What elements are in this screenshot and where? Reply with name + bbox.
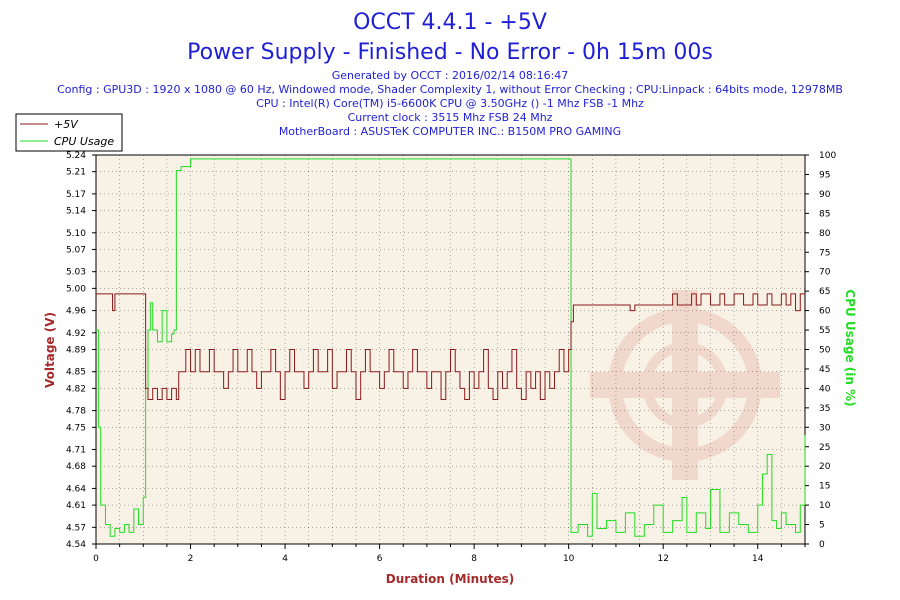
y-right-tick-label: 40 — [819, 384, 831, 394]
x-tick-label: 4 — [282, 554, 288, 564]
y-left-tick-label: 4.61 — [66, 501, 86, 511]
y-left-tick-label: 5.24 — [66, 151, 86, 161]
y-right-tick-label: 90 — [819, 190, 831, 200]
y-right-tick-label: 60 — [819, 307, 831, 317]
x-tick-label: 10 — [563, 554, 575, 564]
y-left-tick-label: 4.96 — [66, 307, 86, 317]
legend-label-voltage: +5V — [54, 118, 79, 131]
y-left-tick-label: 4.82 — [66, 384, 86, 394]
legend: +5V CPU Usage — [15, 113, 123, 152]
y-left-tick-label: 5.03 — [66, 268, 86, 278]
y-right-tick-label: 100 — [819, 151, 836, 161]
x-axis-ticks: 0 2 4 6 8 10 12 14 — [93, 544, 806, 564]
info-line-config: Config : GPU3D : 1920 x 1080 @ 60 Hz, Wi… — [57, 83, 843, 96]
grid-lines — [96, 155, 805, 544]
y-left-tick-label: 5.00 — [66, 284, 86, 294]
info-line-clock: Current clock : 3515 Mhz FSB 24 Mhz — [348, 111, 553, 124]
y-left-tick-label: 4.89 — [66, 346, 86, 356]
legend-box — [15, 113, 123, 152]
y-right-tick-label: 5 — [819, 521, 825, 531]
y-left-tick-label: 5.10 — [66, 229, 86, 239]
series-line-voltage — [96, 293, 805, 401]
x-tick-label: 6 — [377, 554, 383, 564]
y-left-tick-label: 5.17 — [66, 190, 86, 200]
y-left-tick-label: 4.57 — [66, 523, 86, 533]
y-left-tick-label: 4.92 — [66, 329, 86, 339]
y-right-tick-label: 85 — [819, 209, 830, 219]
x-tick-label: 12 — [657, 554, 668, 564]
y-left-axis-label: Voltage (V) — [43, 312, 57, 388]
y-left-tick-label: 4.78 — [66, 407, 86, 417]
legend-label-cpu-usage: CPU Usage — [54, 135, 114, 148]
x-tick-label: 0 — [93, 554, 99, 564]
y-right-tick-label: 65 — [819, 287, 830, 297]
chart-subtitle: Power Supply - Finished - No Error - 0h … — [187, 40, 713, 65]
x-tick-label: 8 — [471, 554, 477, 564]
y-left-tick-label: 5.21 — [66, 168, 86, 178]
y-right-tick-label: 50 — [819, 346, 831, 356]
x-axis-label: Duration (Minutes) — [386, 572, 514, 586]
series-line-cpu-usage — [96, 158, 806, 537]
chart-title: OCCT 4.4.1 - +5V — [353, 10, 547, 35]
y-left-tick-label: 4.54 — [66, 540, 86, 550]
y-left-tick-label: 4.64 — [66, 484, 86, 494]
info-line-motherboard: MotherBoard : ASUSTeK COMPUTER INC.: B15… — [279, 125, 621, 138]
y-right-axis-label: CPU Usage (in %) — [843, 289, 857, 406]
y-right-tick-label: 0 — [819, 540, 825, 550]
x-tick-label: 14 — [752, 554, 764, 564]
y-right-tick-label: 15 — [819, 482, 830, 492]
y-right-tick-label: 55 — [819, 326, 830, 336]
x-tick-label: 2 — [188, 554, 194, 564]
y-left-tick-label: 5.07 — [66, 245, 86, 255]
y-left-tick-label: 4.75 — [66, 423, 86, 433]
y-right-tick-label: 75 — [819, 248, 830, 258]
y-left-tick-label: 5.14 — [66, 207, 86, 217]
y-right-axis-ticks: 0 5 10 15 20 25 30 35 40 45 50 55 60 65 70 75 80 85 90 95 10… — [805, 151, 836, 550]
y-right-tick-label: 45 — [819, 365, 830, 375]
y-right-tick-label: 30 — [819, 423, 831, 433]
y-right-tick-label: 35 — [819, 404, 830, 414]
y-right-tick-label: 25 — [819, 443, 830, 453]
y-right-tick-label: 70 — [819, 268, 831, 278]
y-right-tick-label: 10 — [819, 501, 831, 511]
y-left-tick-label: 4.68 — [66, 462, 86, 472]
info-line-generated: Generated by OCCT : 2016/02/14 08:16:47 — [332, 69, 569, 82]
y-left-tick-label: 4.71 — [66, 446, 86, 456]
y-right-tick-label: 80 — [819, 229, 831, 239]
y-right-tick-label: 20 — [819, 462, 831, 472]
watermark-logo — [590, 290, 780, 480]
info-line-cpu: CPU : Intel(R) Core(TM) i5-6600K CPU @ 3… — [256, 97, 644, 110]
y-right-tick-label: 95 — [819, 170, 830, 180]
y-left-axis-ticks: 4.54 4.57 4.61 4.64 4.68 4.71 4.75 4.78 4.82 4.85… — [66, 151, 96, 550]
y-left-tick-label: 4.85 — [66, 368, 86, 378]
